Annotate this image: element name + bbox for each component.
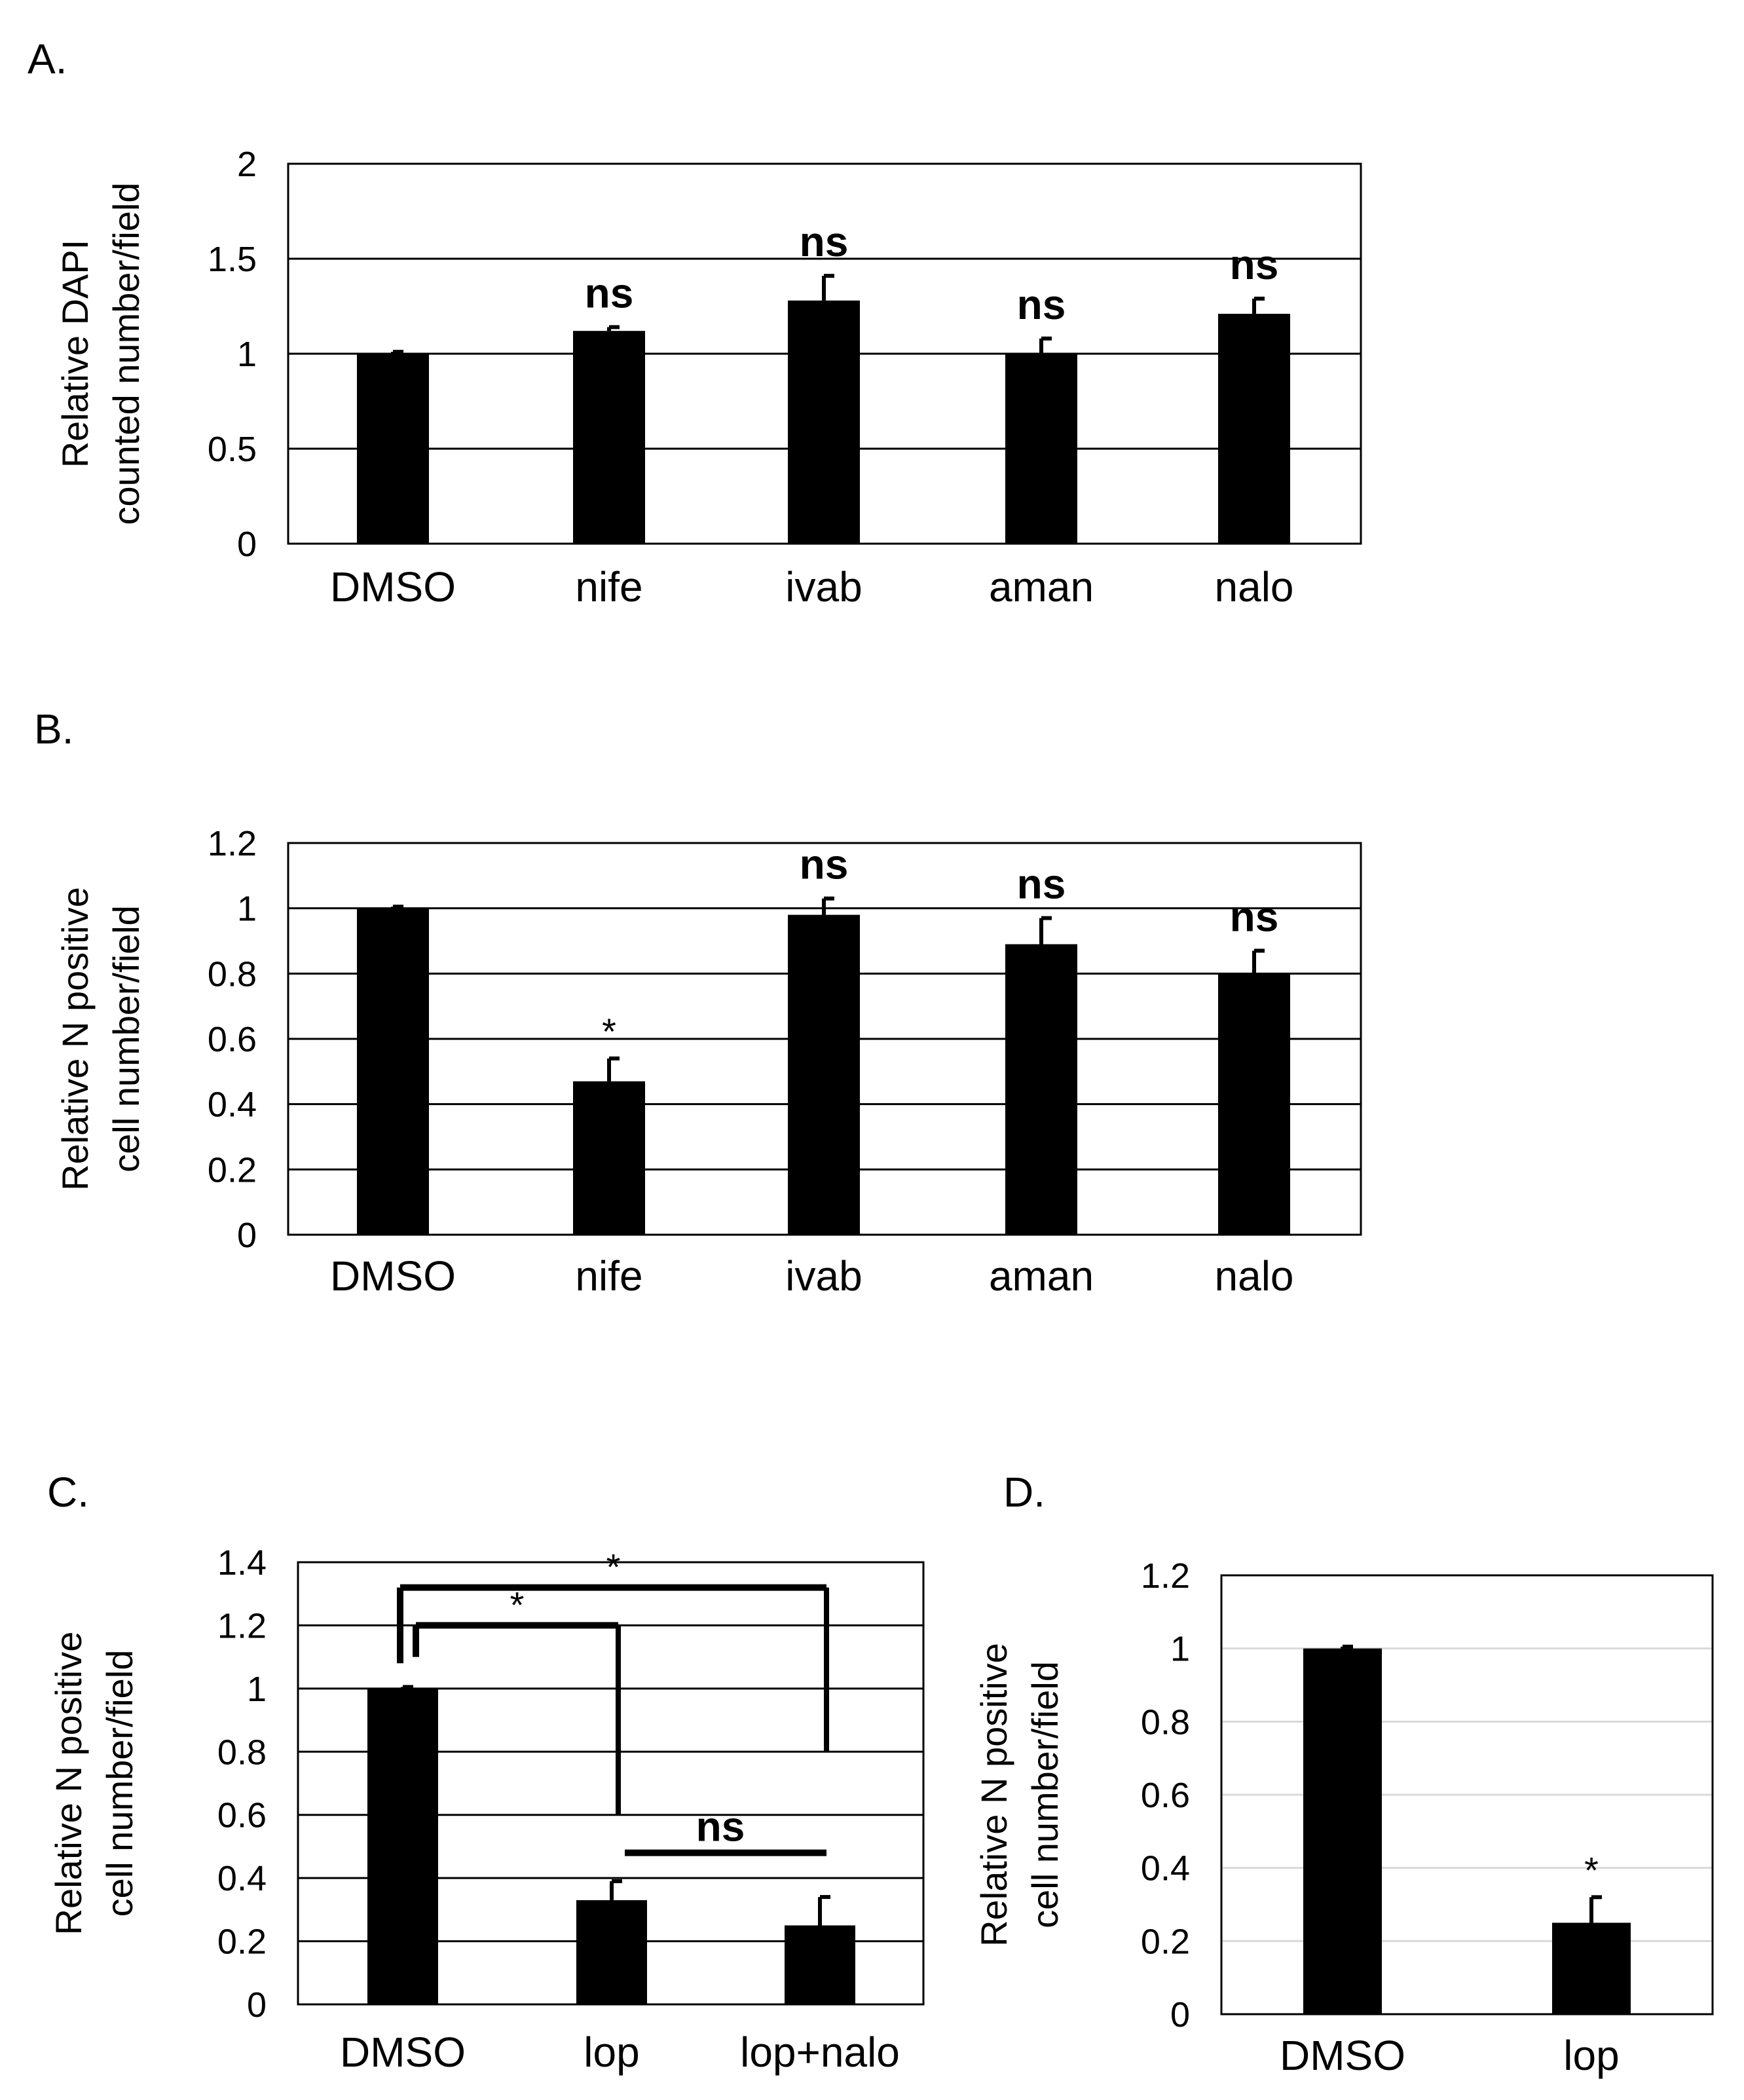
bar <box>788 914 860 1235</box>
bar <box>1303 1648 1382 2014</box>
x-tick-label: ivab <box>785 563 862 610</box>
y-tick-label: 1 <box>1170 1630 1190 1669</box>
y-tick-label: 2 <box>237 145 257 184</box>
significance-label: * <box>1584 1849 1599 1890</box>
x-tick-label: lop <box>584 2029 639 2076</box>
y-axis-label: Relative N positive <box>48 1632 89 1936</box>
bar <box>357 908 429 1235</box>
significance-label: ns <box>1017 281 1066 328</box>
y-tick-label: 0.6 <box>1141 1776 1190 1815</box>
bar <box>367 1688 438 2004</box>
y-tick-label: 0.4 <box>1141 1849 1190 1888</box>
x-tick-label: nalo <box>1215 1252 1294 1300</box>
y-tick-label: 1 <box>237 890 257 929</box>
y-axis-label: counted number/field <box>105 182 147 525</box>
bar <box>1005 944 1077 1235</box>
y-tick-label: 0.6 <box>208 1020 257 1059</box>
x-tick-label: nalo <box>1215 563 1294 610</box>
x-tick-label: nife <box>575 1252 642 1300</box>
bar <box>573 1081 645 1235</box>
panel-label-a: A. <box>28 35 67 83</box>
bar <box>357 354 429 544</box>
y-tick-label: 1 <box>237 335 257 374</box>
bar <box>1218 973 1290 1235</box>
y-axis-label: Relative DAPI <box>54 240 96 468</box>
y-tick-label: 1.2 <box>1141 1556 1190 1596</box>
x-tick-label: aman <box>989 1252 1094 1300</box>
x-tick-label: DMSO <box>330 1252 456 1300</box>
significance-label: ns <box>1230 893 1279 940</box>
y-tick-label: 0.4 <box>208 1085 257 1125</box>
y-tick-label: 1 <box>247 1670 267 1709</box>
bracket-label: * <box>606 1547 621 1588</box>
significance-label: ns <box>585 269 634 316</box>
chart-panel-c: 0 0.2 0.4 0.6 0.8 1 1.2 1.4 Relative N positive c… <box>48 1543 925 2076</box>
y-tick-label: 0.2 <box>217 1922 267 1962</box>
x-tick-label: DMSO <box>330 563 456 610</box>
y-tick-label: 1.2 <box>217 1606 267 1645</box>
significance-label: ns <box>1017 861 1066 908</box>
bar <box>1005 354 1077 544</box>
bar <box>573 331 645 544</box>
y-tick-label: 0.5 <box>208 430 257 469</box>
y-axis-label: Relative N positive <box>973 1643 1014 1947</box>
y-axis-label: cell number/field <box>105 905 147 1172</box>
x-tick-label: DMSO <box>1280 2032 1405 2079</box>
y-tick-label: 0 <box>237 1216 257 1255</box>
significance-label: ns <box>800 841 849 888</box>
y-tick-label: 0.4 <box>217 1859 267 1898</box>
chart-panel-a: 0 0.5 1 1.5 2 Relative DAPI counted number/fie… <box>54 145 1362 610</box>
x-tick-label: nife <box>575 563 642 610</box>
significance-label: * <box>602 1011 616 1052</box>
bar <box>576 1900 647 2004</box>
x-tick-label: lop+nalo <box>740 2029 900 2076</box>
x-tick-label: DMSO <box>340 2029 466 2076</box>
bar <box>785 1925 855 2004</box>
y-tick-label: 0.2 <box>1141 1922 1190 1961</box>
bar <box>788 300 860 544</box>
significance-label: ns <box>800 218 849 265</box>
y-axis-label: cell number/field <box>1024 1661 1066 1928</box>
y-tick-label: 0.2 <box>208 1150 257 1190</box>
significance-label: ns <box>1230 241 1279 288</box>
y-tick-label: 1.2 <box>208 824 257 863</box>
chart-panel-d: 0 0.2 0.4 0.6 0.8 1 1.2 Relative N positive cell… <box>973 1556 1714 2079</box>
y-axis-label: Relative N positive <box>54 887 96 1191</box>
y-tick-label: 1.5 <box>208 240 257 279</box>
panel-label-b: B. <box>34 705 73 753</box>
y-tick-label: 0 <box>1170 1995 1190 2034</box>
y-tick-label: 0.8 <box>208 954 257 994</box>
y-tick-label: 0.8 <box>1141 1702 1190 1742</box>
bracket-label: * <box>510 1584 525 1625</box>
bar <box>1218 314 1290 544</box>
panel-label-c: C. <box>47 1469 89 1516</box>
x-tick-label: ivab <box>785 1252 862 1300</box>
panel-label-d: D. <box>1003 1469 1045 1516</box>
plot-frame <box>1220 1574 1714 2016</box>
chart-panel-b: 0 0.2 0.4 0.6 0.8 1 1.2 Relative N positive cell… <box>54 824 1362 1300</box>
bracket-label: ns <box>696 1803 745 1850</box>
x-tick-label: lop <box>1563 2032 1619 2079</box>
y-tick-label: 0 <box>247 1985 267 2025</box>
x-tick-label: aman <box>989 563 1094 610</box>
y-tick-label: 0 <box>237 525 257 564</box>
y-axis-label: cell number/field <box>99 1650 140 1917</box>
y-tick-label: 0.8 <box>217 1733 267 1772</box>
bar <box>1552 1922 1631 2014</box>
y-tick-label: 0.6 <box>217 1796 267 1835</box>
y-tick-label: 1.4 <box>217 1543 267 1583</box>
